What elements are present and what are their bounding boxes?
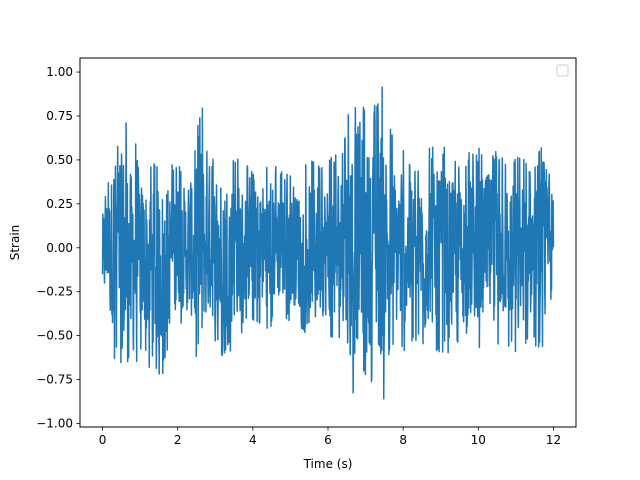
x-tick-label: 10 (471, 433, 486, 447)
y-tick-label: −0.75 (36, 373, 73, 387)
y-tick-label: −1.00 (36, 416, 73, 430)
series-layer (101, 86, 555, 400)
y-tick-label: 0.25 (46, 197, 73, 211)
x-tick-label: 6 (324, 433, 332, 447)
y-tick-label: 0.50 (46, 153, 73, 167)
x-tick-label: 8 (399, 433, 407, 447)
y-axis-ticks: −1.00 −0.75 −0.50 −0.25 0.00 0.25 0.50 0.75 1.00 (36, 65, 80, 430)
y-tick-label: 0.00 (46, 241, 73, 255)
x-axis-label: Time (s) (303, 457, 353, 471)
legend-box (556, 64, 569, 77)
y-tick-label: −0.50 (36, 329, 73, 343)
x-tick-label: 2 (174, 433, 182, 447)
y-axis-label: Strain (8, 225, 22, 261)
x-tick-label: 4 (249, 433, 257, 447)
x-axis-ticks: 0 2 4 6 8 10 12 (99, 427, 561, 447)
x-tick-label: 12 (546, 433, 561, 447)
y-tick-label: 1.00 (46, 65, 73, 79)
y-tick-label: −0.25 (36, 285, 73, 299)
strain-series-line (101, 86, 555, 400)
x-tick-label: 0 (99, 433, 107, 447)
y-tick-label: 0.75 (46, 109, 73, 123)
